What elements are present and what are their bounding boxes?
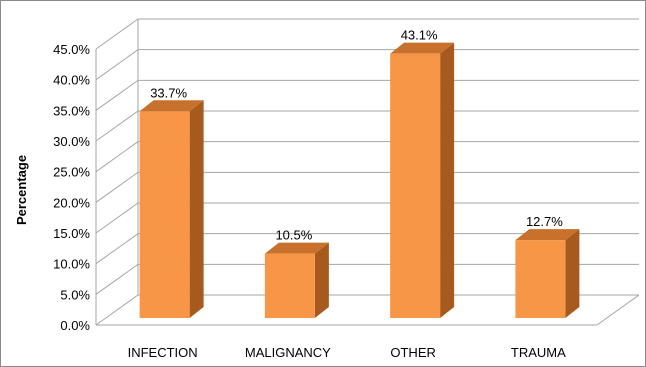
bar-front-face — [515, 240, 566, 318]
bar-top-face — [264, 242, 329, 254]
data-label: 10.5% — [275, 228, 312, 243]
x-category-label: INFECTION — [128, 345, 198, 360]
y-tick-label: 15.0% — [53, 226, 90, 241]
floor-right-edge — [596, 294, 640, 326]
y-tick-label: 5.0% — [60, 287, 90, 302]
y-tick-label: 30.0% — [53, 134, 90, 149]
bars — [139, 42, 580, 319]
bar-front-face — [390, 53, 441, 319]
x-category-label: OTHER — [390, 345, 436, 360]
bar-side-face — [565, 229, 580, 318]
labels: 0.0% 5.0% 10.0% 15.0% 20.0% 25.0% 30.0% 35.0% 40… — [53, 28, 566, 360]
y-tick-label: 10.0% — [53, 257, 90, 272]
y-tick-label: 25.0% — [53, 165, 90, 180]
bar-front-face — [139, 111, 190, 318]
bar-other — [390, 42, 455, 319]
data-label: 43.1% — [401, 28, 438, 43]
bar-front-face — [264, 253, 315, 318]
gridline — [95, 18, 639, 50]
bar-side-face — [440, 42, 455, 319]
bar-malignancy — [264, 242, 329, 318]
bar-top-face — [515, 229, 580, 241]
x-category-label: MALIGNANCY — [245, 345, 331, 360]
y-tick-label: 20.0% — [53, 195, 90, 210]
gridline — [95, 49, 639, 81]
y-axis-title: Percentage — [14, 155, 29, 225]
bar-side-face — [314, 242, 329, 318]
y-tick-label: 45.0% — [53, 42, 90, 57]
x-category-label: TRAUMA — [511, 345, 566, 360]
y-tick-label: 0.0% — [60, 318, 90, 333]
bar-side-face — [189, 100, 204, 318]
bar-top-face — [390, 42, 455, 54]
data-label: 12.7% — [526, 214, 563, 229]
axes — [95, 19, 640, 326]
bar-trauma — [515, 229, 580, 318]
y-tick-label: 40.0% — [53, 73, 90, 88]
bar-top-face — [139, 100, 204, 112]
bar-infection — [139, 100, 204, 318]
data-label: 33.7% — [150, 85, 187, 100]
y-tick-label: 35.0% — [53, 103, 90, 118]
